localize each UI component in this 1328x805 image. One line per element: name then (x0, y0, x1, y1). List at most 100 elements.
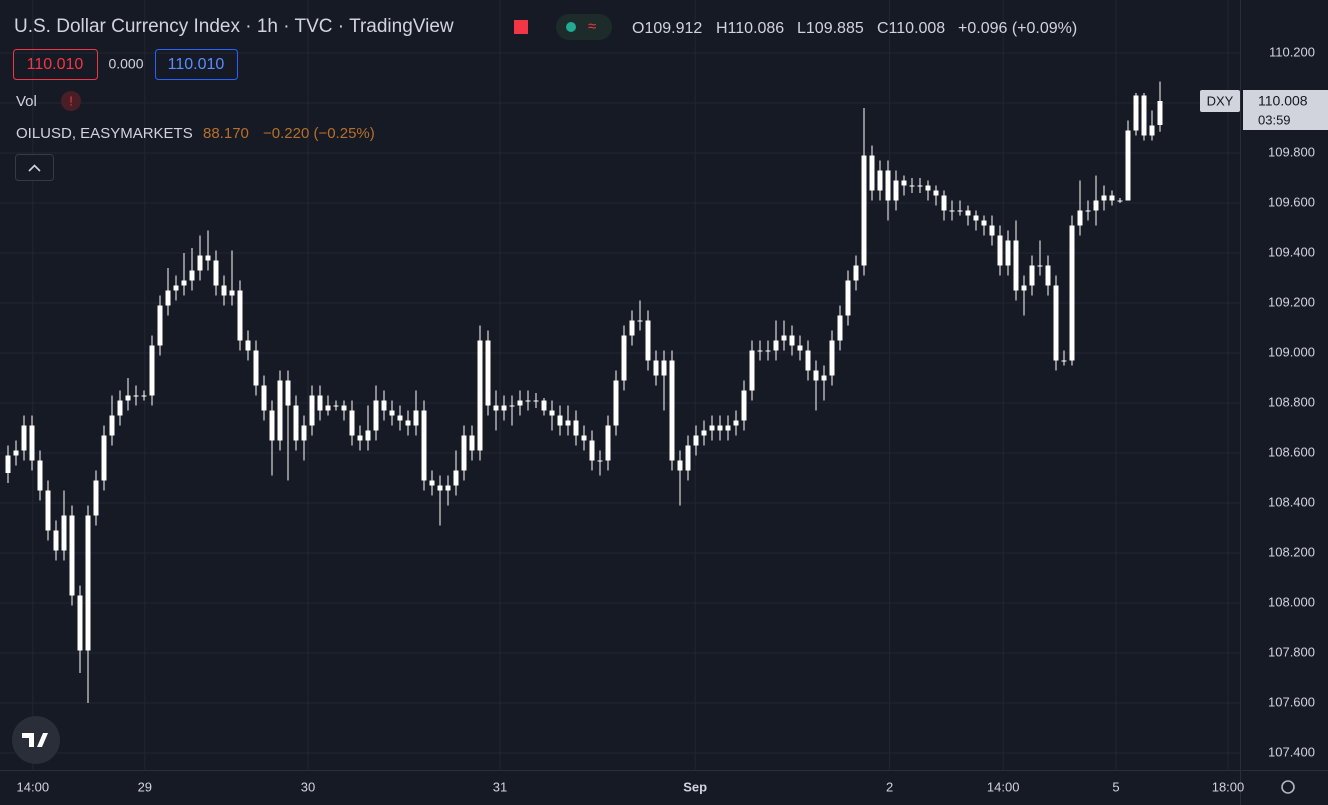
change-label: +0.096 (+0.09%) (958, 20, 1077, 37)
y-tick-label: 109.200 (1268, 294, 1315, 309)
y-tick-label: 108.200 (1268, 544, 1315, 559)
candle-body (765, 350, 771, 352)
candle-body (221, 285, 227, 296)
candle-body (653, 360, 659, 376)
candle-body (317, 395, 323, 411)
warning-mark: ! (69, 93, 73, 108)
candle-body (861, 155, 867, 266)
x-tick-label: 2 (886, 779, 893, 794)
candle-body (389, 410, 395, 416)
candle-body (989, 225, 995, 236)
candle-body (589, 440, 595, 461)
candle-body (925, 185, 931, 191)
candle-body (877, 170, 883, 191)
candle-body (405, 420, 411, 426)
candle-body (253, 350, 259, 386)
overlay-change: −0.220 (−0.25%) (263, 125, 375, 142)
candle-body (1021, 285, 1027, 291)
high-label: H110.086 (716, 20, 784, 37)
candle-body (133, 395, 139, 397)
x-tick-label: 5 (1112, 779, 1119, 794)
candle-body (429, 480, 435, 486)
candle-body (293, 405, 299, 441)
candle-body (701, 430, 707, 436)
price-tag (1243, 90, 1328, 130)
candle-body (365, 430, 371, 441)
countdown-label: 03:59 (1258, 112, 1291, 127)
candle-body (117, 400, 123, 416)
candle-body (485, 340, 491, 406)
logo[interactable] (12, 716, 60, 764)
candle-body (29, 425, 35, 461)
candle-body (541, 400, 547, 411)
candle-body (421, 410, 427, 481)
candle-body (1133, 95, 1139, 131)
candle-body (573, 420, 579, 436)
candle-body (1037, 265, 1043, 267)
candle-body (517, 400, 523, 406)
candle-body (341, 405, 347, 411)
x-tick-label: 30 (301, 779, 315, 794)
x-tick-label: 29 (138, 779, 152, 794)
collapse-arrow (28, 164, 41, 172)
candle-body (93, 480, 99, 516)
status-pill[interactable] (556, 14, 612, 40)
candle-body (45, 490, 51, 531)
candle-body (829, 340, 835, 376)
candle-body (933, 190, 939, 196)
candle-body (357, 435, 363, 441)
candle-body (1005, 240, 1011, 266)
warning-icon[interactable] (61, 91, 81, 111)
buy-button[interactable] (155, 49, 238, 80)
low-label: L109.885 (797, 20, 864, 37)
candle-body (277, 380, 283, 441)
candle-body (373, 400, 379, 431)
chart-title: U.S. Dollar Currency Index · 1h · TVC · … (14, 16, 454, 37)
candle-body (309, 395, 315, 426)
candle-body (157, 305, 163, 346)
candle-body (269, 410, 275, 441)
y-tick-label: 108.600 (1268, 444, 1315, 459)
candle-body (453, 470, 459, 486)
settings-icon[interactable] (1281, 780, 1295, 794)
candle-body (437, 485, 443, 491)
candle-body (605, 425, 611, 461)
candle-body (557, 415, 563, 426)
candle-body (61, 515, 67, 551)
price-tag-label: 110.008 (1258, 93, 1308, 109)
candle-body (21, 425, 27, 451)
overlay-name: OILUSD, EASYMARKETS (16, 125, 193, 142)
candle-body (261, 385, 267, 411)
overlay-value: 88.170 (203, 125, 249, 142)
flag-icon (514, 20, 528, 34)
candle-body (565, 420, 571, 426)
candle-body (13, 450, 19, 456)
candle-body (1141, 95, 1147, 136)
candle-body (629, 320, 635, 336)
buy-price: 110.010 (168, 56, 225, 73)
candle-body (941, 195, 947, 211)
candle-body (637, 320, 643, 322)
wave-icon: ≈ (588, 18, 596, 35)
candle-body (645, 320, 651, 361)
candle-body (77, 595, 83, 651)
candle-body (549, 410, 555, 416)
open-label: O109.912 (632, 20, 702, 37)
candle-body (1093, 200, 1099, 211)
candle-body (981, 220, 987, 226)
candle-body (661, 360, 667, 376)
candle-body (909, 185, 915, 187)
candle-body (181, 280, 187, 286)
candle-body (733, 420, 739, 426)
status-dot (566, 22, 576, 32)
candle-body (461, 435, 467, 471)
candle-body (1053, 285, 1059, 361)
sell-button[interactable] (13, 49, 98, 80)
candle-body (477, 340, 483, 451)
candle-body (445, 485, 451, 491)
spread: 0.000 (108, 56, 143, 72)
x-tick-label: 18:00 (1212, 779, 1245, 794)
collapse-button[interactable] (15, 154, 54, 181)
